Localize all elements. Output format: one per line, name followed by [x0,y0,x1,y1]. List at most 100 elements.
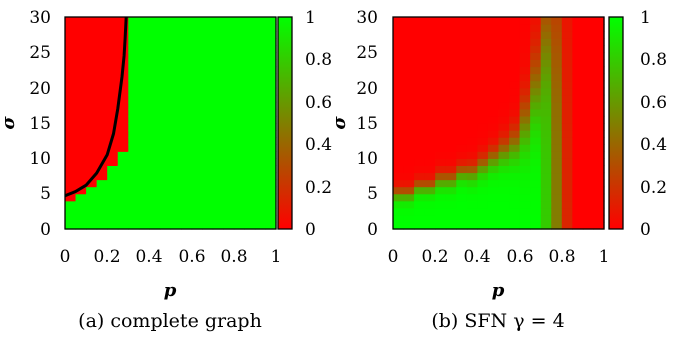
heatmap-cell [149,24,161,32]
heatmap-cell [435,165,447,174]
heatmap-cell [540,207,552,216]
heatmap-cell [181,186,193,195]
heatmap-cell [254,73,267,82]
heatmap-cell [424,31,436,39]
heatmap-cell [466,24,478,32]
heatmap-cell [572,172,584,181]
heatmap-cell [582,66,595,75]
heatmap-cell [244,179,256,188]
heatmap-cell [456,123,468,131]
heatmap-cell [138,66,150,75]
heatmap-cells-a [65,17,277,230]
heatmap-cell [212,151,224,159]
heatmap-cell [138,87,150,96]
heatmap-cell [212,17,224,25]
heatmap-cell [212,144,224,152]
heatmap-cell [572,123,584,131]
heatmap-cell [138,172,150,181]
heatmap-cell [530,179,542,188]
heatmap-cell [117,186,129,195]
heatmap-cell [170,130,182,138]
heatmap-cell [424,151,436,159]
heatmap-cell [403,158,415,166]
heatmap-cell [138,130,150,138]
heatmap-cell [212,101,224,110]
heatmap-cell [86,221,98,230]
heatmap-cell [530,38,542,46]
heatmap-cell [254,144,267,152]
heatmap-cell [191,137,203,145]
heatmap-cell [244,66,256,75]
heatmap-cell [519,80,531,89]
heatmap-cell [403,179,415,188]
heatmap-cell [393,207,405,216]
heatmap-cell [530,221,542,230]
heatmap-cell [159,45,172,53]
heatmap-cell [254,130,267,138]
heatmap-cell [128,144,140,152]
heatmap-cell [244,17,256,25]
heatmap-cell [233,45,245,53]
heatmap-cell [65,87,77,96]
heatmap-cell [477,200,489,209]
heatmap-cell [572,137,584,145]
heatmap-cell [181,94,193,103]
heatmap-cell [540,186,552,195]
heatmap-cell [254,108,267,117]
heatmap-cell [414,172,426,181]
heatmap-cell [551,172,563,181]
heatmap-cell [96,59,108,68]
heatmap-cell [424,52,436,60]
x-tick-label: 0.6 [506,247,533,267]
heatmap-cell [551,115,563,124]
heatmap-cell [212,31,224,39]
heatmap-cell [244,24,256,32]
heatmap-cell [75,165,87,174]
heatmap-cell [170,108,182,117]
heatmap-cell [509,186,521,195]
heatmap-cell [540,66,552,75]
heatmap-cell [170,59,182,68]
heatmap-cell [65,137,77,145]
heatmap-cell [456,101,468,110]
heatmap-cell [181,151,193,159]
heatmap-cell [582,158,595,166]
heatmap-cell [466,59,478,68]
heatmap-cell [456,73,468,82]
heatmap-cell [509,221,521,230]
heatmap-cell [572,221,584,230]
heatmap-cell [65,108,77,117]
heatmap-cell [530,52,542,60]
heatmap-cell [181,179,193,188]
heatmap-cell [593,52,605,60]
heatmap-cell [159,66,172,75]
heatmap-cell [86,108,98,117]
heatmap-cell [509,172,521,181]
heatmap-cell [509,144,521,152]
heatmap-cell [202,80,214,89]
heatmap-cell [65,144,77,152]
heatmap-cell [96,94,108,103]
heatmap-cell [593,94,605,103]
heatmap-cell [393,31,405,39]
heatmap-cell [582,108,595,117]
heatmap-cell [498,221,510,230]
heatmap-cell [540,151,552,159]
heatmap-cell [561,66,573,75]
heatmap-cell [456,172,468,181]
heatmap-cell [86,165,98,174]
heatmap-cell [414,73,426,82]
heatmap-cell [138,214,150,223]
heatmap-cell [223,17,235,25]
heatmap-cell [149,186,161,195]
heatmap-cell [86,87,98,96]
heatmap-cell [86,144,98,152]
heatmap-cell [477,123,489,131]
heatmap-cell [498,52,510,60]
heatmap-cell [435,17,447,25]
heatmap-cell [456,207,468,216]
heatmap-cell [117,137,129,145]
colorbar-tick-label: 0.8 [305,50,332,70]
heatmap-cell [403,123,415,131]
heatmap-cell [75,45,87,53]
